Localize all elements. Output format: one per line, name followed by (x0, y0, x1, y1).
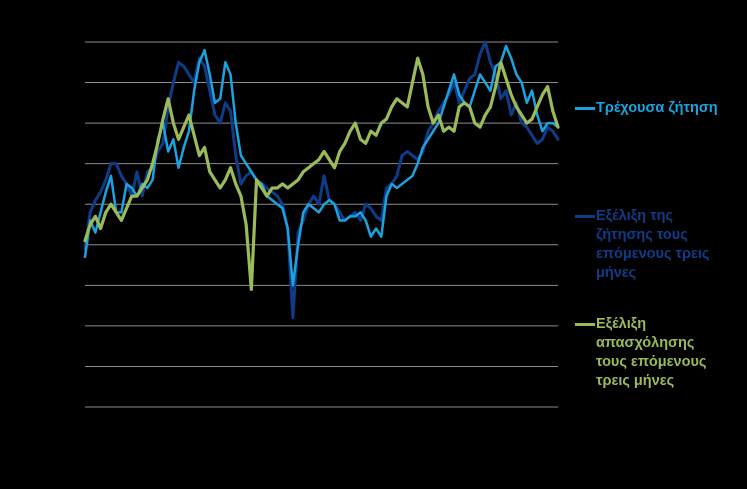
legend-key-demand-outlook (575, 215, 595, 218)
legend-key-employment-outlook (575, 323, 595, 326)
series-line-1 (83, 40, 560, 320)
legend-label-current-demand: Τρέχουσα ζήτηση (596, 100, 718, 116)
legend-label-employment-outlook: Εξέλιξη απασχόλησης τους επόμενους τρεις… (596, 316, 707, 389)
series-line-2 (83, 56, 560, 291)
series-lines (83, 40, 560, 320)
legend-key-current-demand (575, 107, 595, 110)
series-line-0 (83, 44, 560, 287)
gridlines (85, 41, 558, 408)
legend-label-demand-outlook: Εξέλιξη της ζήτησης τους επόμενους τρεις… (596, 208, 710, 281)
